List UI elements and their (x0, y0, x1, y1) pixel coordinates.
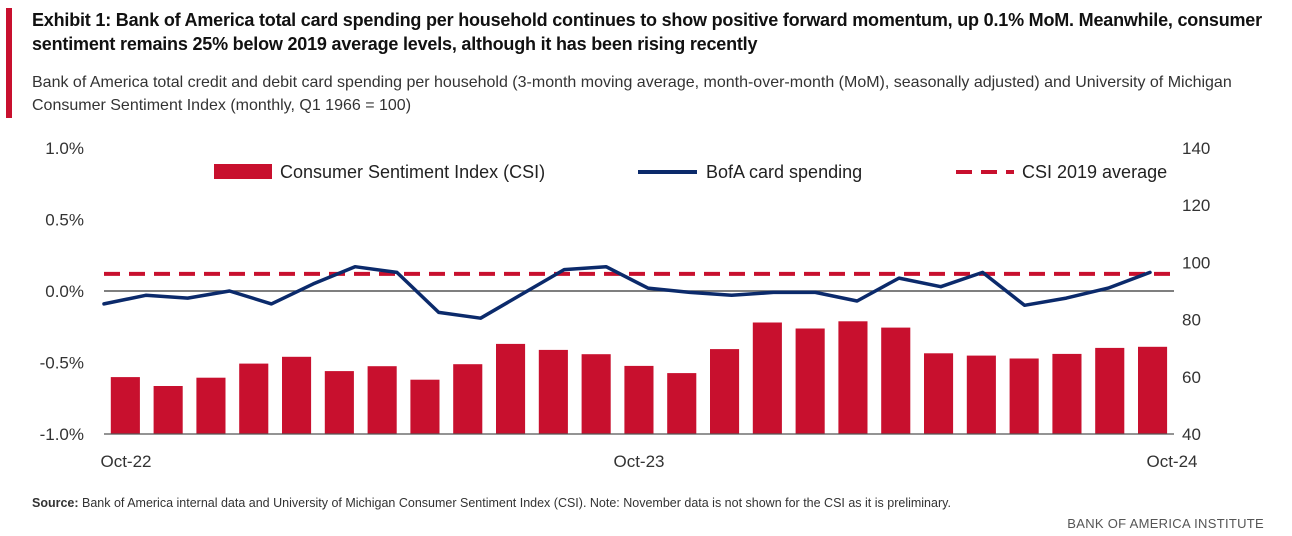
right-axis-tick-label: 140 (1182, 139, 1210, 158)
left-axis-tick-label: 0.5% (45, 211, 84, 230)
csi-bar (881, 327, 911, 434)
csi-bar (1009, 358, 1039, 434)
csi-bar (1138, 346, 1168, 434)
left-axis-tick-label: 1.0% (45, 139, 84, 158)
accent-bar (6, 8, 12, 118)
csi-bar (196, 377, 226, 434)
right-axis-tick-label: 40 (1182, 425, 1201, 444)
right-axis-tick-label: 100 (1182, 253, 1210, 272)
csi-bar (667, 373, 697, 434)
legend-swatch-csi (214, 164, 272, 179)
csi-bar (752, 322, 782, 434)
csi-bar (838, 321, 868, 434)
csi-bar (282, 356, 312, 434)
csi-bar (239, 363, 269, 434)
left-axis-tick-label: -1.0% (40, 425, 84, 444)
csi-bar (924, 353, 954, 434)
csi-bar (624, 365, 654, 434)
csi-bar (710, 349, 740, 434)
right-axis-tick-label: 120 (1182, 196, 1210, 215)
legend-label-spending: BofA card spending (706, 162, 862, 182)
x-axis-tick-label: Oct-23 (613, 452, 664, 471)
csi-bar (410, 379, 440, 434)
csi-bar (1052, 353, 1082, 434)
chart-title: Exhibit 1: Bank of America total card sp… (32, 10, 1262, 54)
source-text: Bank of America internal data and Univer… (78, 496, 951, 510)
source-label: Source: (32, 496, 79, 510)
brand-footer: BANK OF AMERICA INSTITUTE (1067, 516, 1264, 531)
chart-subtitle: Bank of America total credit and debit c… (32, 74, 1232, 114)
csi-bar (538, 349, 568, 434)
csi-bar (795, 328, 825, 434)
x-axis-tick-label: Oct-24 (1146, 452, 1197, 471)
csi-bar (966, 355, 996, 434)
bofa-spending-line (102, 264, 1152, 320)
csi-bar (153, 386, 183, 434)
csi-bar (453, 364, 483, 434)
csi-bar (581, 354, 611, 434)
csi-bar (324, 371, 354, 434)
left-axis-tick-label: -0.5% (40, 354, 84, 373)
legend-label-average: CSI 2019 average (1022, 162, 1167, 182)
x-axis-tick-label: Oct-22 (100, 452, 151, 471)
csi-bar (1095, 347, 1125, 434)
source-note: Source: Bank of America internal data an… (32, 496, 951, 510)
right-axis-tick-label: 60 (1182, 368, 1201, 387)
csi-bar (496, 343, 526, 434)
csi-bar (110, 377, 140, 434)
csi-bar (367, 366, 397, 434)
legend-label-csi: Consumer Sentiment Index (CSI) (280, 162, 545, 182)
left-axis-tick-label: 0.0% (45, 282, 84, 301)
right-axis-tick-label: 80 (1182, 311, 1201, 330)
